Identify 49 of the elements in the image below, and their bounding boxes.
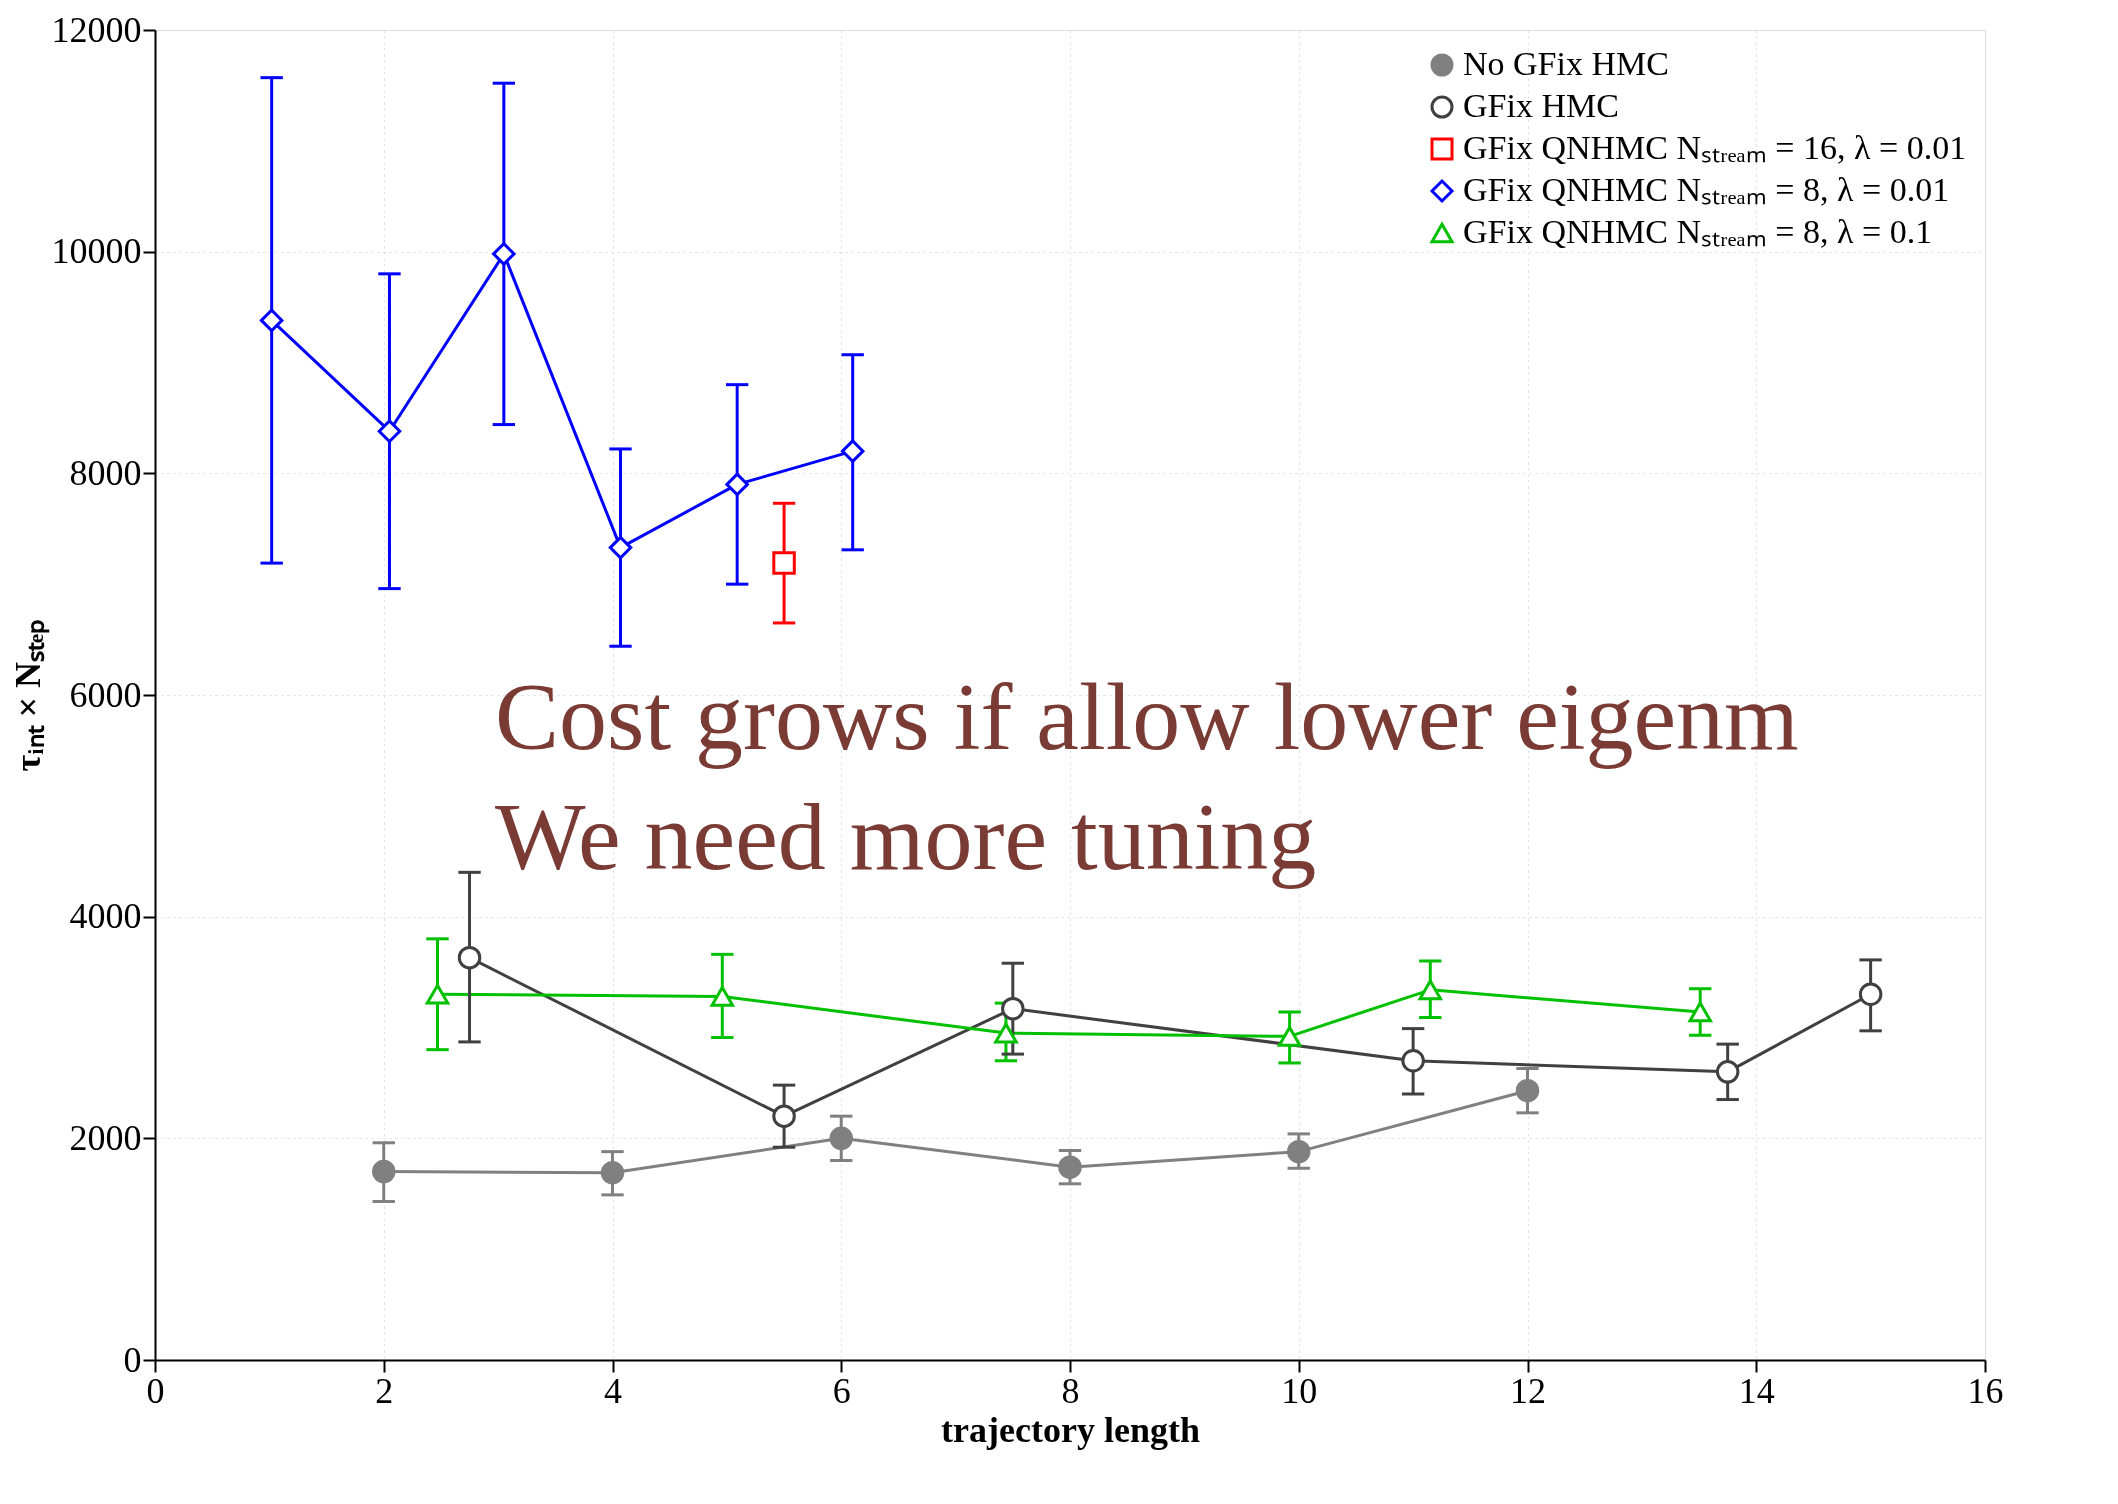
point [1001, 996, 1025, 1021]
legend-label: GFix QNHMC Nₛₜᵣₑₐₘ = 8, λ = 0.1 [1463, 213, 1933, 250]
y-tick-label: 6000 [69, 674, 142, 715]
point [772, 551, 796, 575]
point [1715, 1060, 1740, 1084]
x-tick-label: 14 [1738, 1370, 1775, 1411]
point [1858, 982, 1883, 1006]
y-tick-label: 10000 [51, 231, 142, 272]
x-tick-label: 16 [1967, 1370, 2004, 1411]
y-tick-label: 2000 [69, 1117, 142, 1158]
point [425, 983, 450, 1005]
legend-label: GFix QNHMC Nₛₜᵣₑₐₘ = 16, λ = 0.01 [1463, 129, 1967, 166]
x-tick-label: 6 [832, 1370, 851, 1411]
point [994, 1022, 1018, 1044]
y-tick-label: 4000 [69, 896, 142, 937]
x-axis-title: trajectory length [941, 1409, 1200, 1450]
point [1058, 1155, 1082, 1179]
point [600, 1160, 625, 1185]
point [840, 439, 865, 463]
x-tick-label: 2 [375, 1370, 394, 1411]
point [372, 1159, 396, 1184]
x-tick-label: 8 [1061, 1370, 1080, 1411]
point [1287, 1139, 1311, 1164]
point [259, 308, 284, 333]
point [377, 419, 402, 443]
point [710, 986, 735, 1007]
point [772, 1104, 796, 1128]
point [829, 1126, 853, 1151]
annotation: Cost grows if allow lower eigenm [495, 663, 1799, 770]
point [1418, 979, 1443, 1001]
point [725, 472, 749, 497]
point [1277, 1025, 1302, 1047]
point [1515, 1078, 1540, 1103]
x-tick-label: 4 [604, 1370, 622, 1411]
y-tick-label: 8000 [69, 452, 142, 493]
y-tick-label: 12000 [51, 9, 142, 50]
x-tick-label: 10 [1281, 1370, 1318, 1411]
point [1688, 1001, 1712, 1023]
legend-label: GFix QNHMC Nₛₜᵣₑₐₘ = 8, λ = 0.01 [1463, 171, 1950, 208]
point [1401, 1049, 1425, 1073]
legend-label: GFix HMC [1463, 87, 1619, 124]
annotation: We need more tuning [495, 783, 1317, 890]
x-tick-label: 12 [1510, 1370, 1546, 1411]
point [457, 945, 482, 970]
point [608, 535, 633, 560]
legend-label: No GFix HMC [1463, 45, 1669, 82]
y-tick-label: 0 [123, 1339, 142, 1380]
y-axis-title: τᵢₙₜ × Nₛₜₑₚ [7, 619, 50, 772]
point [492, 242, 516, 266]
